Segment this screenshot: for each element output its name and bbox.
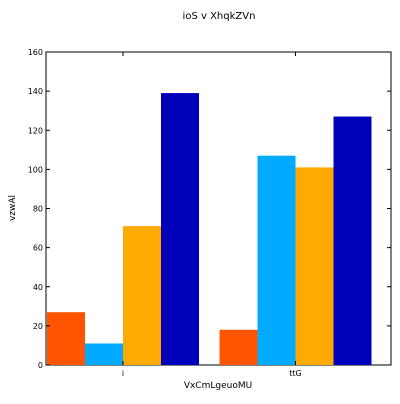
x-axis-label: VxCmLgeuoMU bbox=[184, 381, 252, 391]
x-tick-label: i bbox=[122, 369, 124, 378]
y-tick-label: 40 bbox=[33, 283, 43, 292]
y-tick-label: 60 bbox=[33, 244, 43, 253]
x-tick-label: ttG bbox=[289, 369, 301, 378]
ticks-layer: i ttG 0 20 40 60 80 100 120 140 160 bbox=[28, 48, 391, 378]
chart-title: ioS v XhqkZVn bbox=[183, 11, 256, 22]
y-tick-label: 160 bbox=[28, 48, 43, 57]
bar-ttG-series-2 bbox=[257, 155, 296, 365]
bar-i-series-4 bbox=[161, 93, 199, 366]
y-tick-label: 20 bbox=[33, 322, 43, 331]
bar-ttG-series-3 bbox=[295, 167, 334, 365]
bar-ttG-series-1 bbox=[219, 329, 258, 365]
bars-layer bbox=[47, 93, 372, 366]
y-tick-label: 120 bbox=[28, 126, 43, 135]
y-tick-label: 80 bbox=[33, 205, 43, 214]
y-axis-label: vzwAl bbox=[8, 195, 18, 221]
y-tick-label: 100 bbox=[28, 165, 43, 174]
y-tick-label: 0 bbox=[38, 361, 43, 370]
bar-i-series-2 bbox=[85, 343, 123, 365]
y-tick-label: 140 bbox=[28, 87, 43, 96]
bar-i-series-3 bbox=[123, 226, 161, 365]
bar-i-series-1 bbox=[47, 312, 85, 365]
bar-ttG-series-4 bbox=[333, 116, 372, 366]
